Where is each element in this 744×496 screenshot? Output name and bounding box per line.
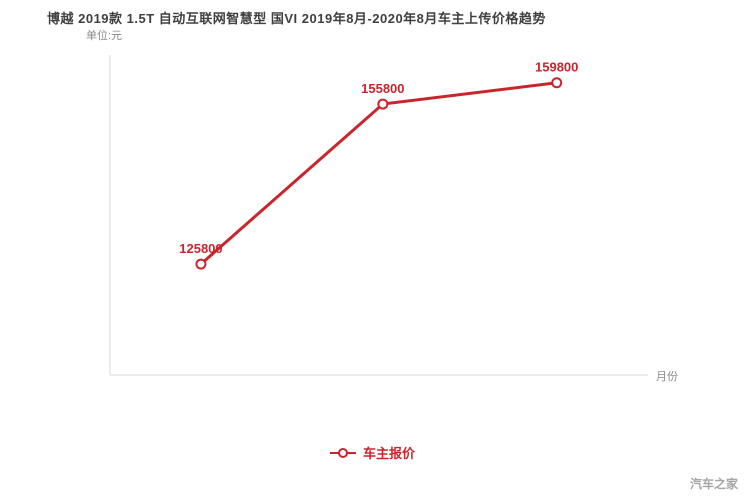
- legend-line-marker-icon: [329, 447, 356, 458]
- chart-title: 博越 2019款 1.5T 自动互联网智慧型 国VI 2019年8月-2020年…: [47, 11, 546, 26]
- x-axis-label: 月份: [656, 371, 678, 383]
- chart-legend[interactable]: 车主报价: [0, 443, 744, 462]
- svg-text:125800: 125800: [179, 241, 222, 256]
- y-axis-unit-label: 单位:元: [86, 30, 123, 42]
- line-chart: 125800 155800 159800: [109, 55, 648, 376]
- svg-text:159800: 159800: [535, 60, 578, 75]
- legend-series-label: 车主报价: [362, 446, 415, 461]
- watermark-autohome: 汽车之家: [689, 477, 738, 491]
- svg-text:155800: 155800: [361, 81, 404, 96]
